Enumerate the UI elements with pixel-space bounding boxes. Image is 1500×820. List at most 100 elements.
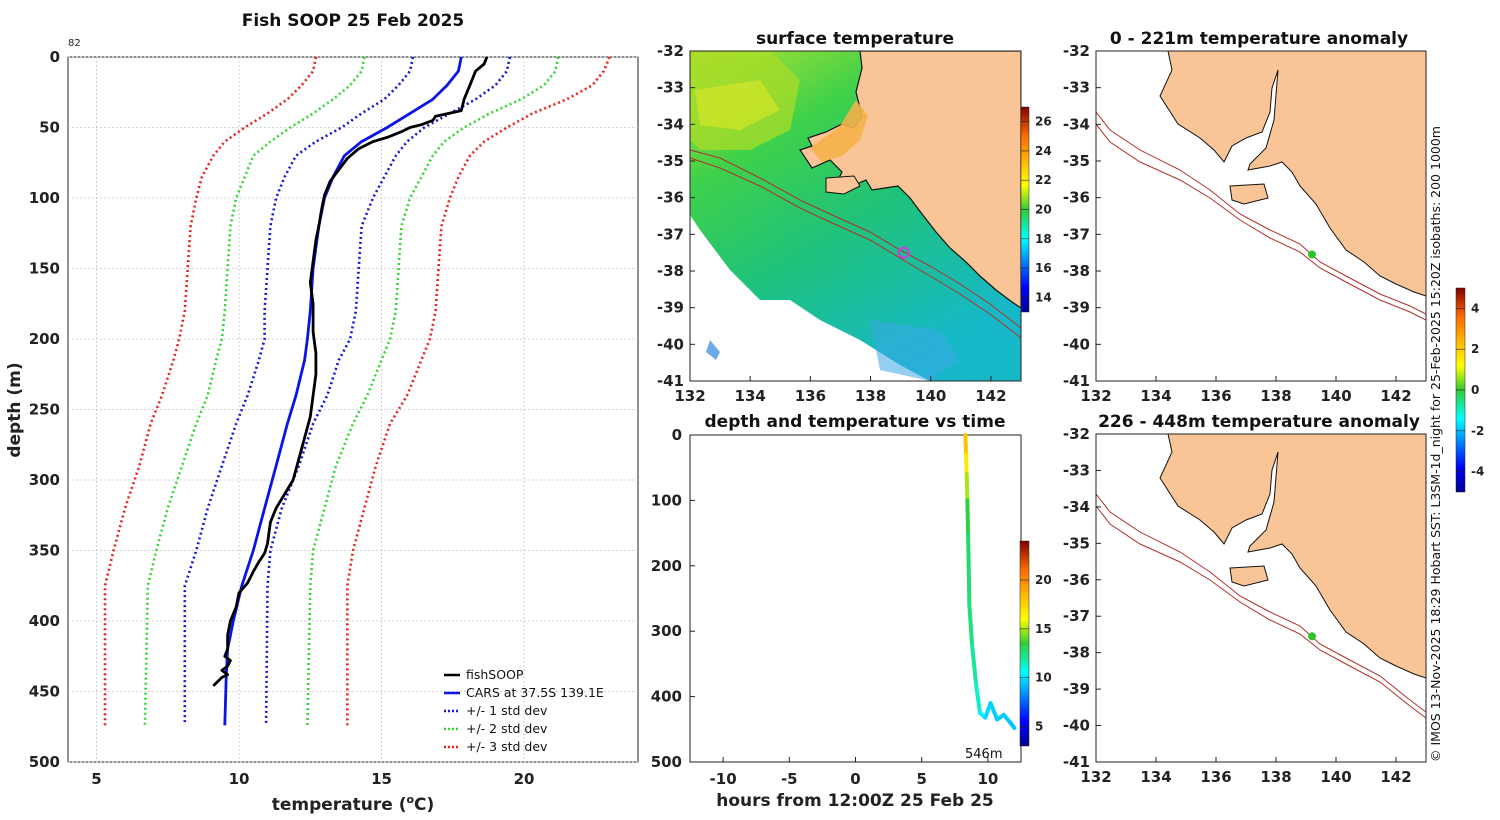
sst-ytick-label: -37: [657, 225, 684, 243]
sst-colorbar-tick-label: 20: [1035, 203, 1052, 217]
profile-xtick-label: 15: [371, 770, 392, 788]
anom-top-ytick-label: -35: [1063, 152, 1090, 170]
sst-ytick-label: -40: [657, 335, 684, 353]
dt-colorbar-tick-label: 15: [1035, 622, 1052, 636]
dt-ytick-label: 300: [651, 622, 682, 640]
anom-top-ytick-label: -34: [1063, 115, 1090, 133]
dt-trace-segment: [988, 701, 1000, 722]
profile-ylabel: depth (m): [5, 362, 25, 457]
xlabel-end: C): [414, 795, 434, 815]
sst-colorbar-tick-label: 16: [1035, 261, 1052, 275]
dt-ytick-label: 200: [651, 557, 682, 575]
profile-series--1-std: [183, 56, 415, 726]
dt-xtick-label: 0: [850, 770, 860, 788]
anom-bottom-ytick-label: -37: [1063, 607, 1090, 625]
anom-top-isobath-200: [1096, 111, 1426, 315]
profile-ytick-label: 0: [50, 48, 60, 66]
anomaly-colorbar-ticks: -4 -2 0 2 4: [1456, 301, 1484, 479]
profile-legend: fishSOOP CARS at 37.5S 139.1E +/- 1 std …: [444, 667, 604, 754]
anom-bottom-ytick-label: -39: [1063, 680, 1090, 698]
anom-bottom-ytick-label: -41: [1063, 753, 1090, 771]
dt-xtick-label: -10: [710, 770, 737, 788]
dt-trace-segment: [970, 642, 978, 686]
sst-kangaroo-island: [825, 175, 861, 195]
anom-bottom-xtick-label: 138: [1260, 768, 1291, 786]
sst-title: surface temperature: [756, 29, 954, 49]
sst-colorbar-tick-label: 18: [1035, 232, 1052, 246]
anom-top-ytick-label: -37: [1063, 225, 1090, 243]
anomaly-colorbar-tick-label: -4: [1471, 465, 1484, 479]
dt-ytick-label: 500: [651, 753, 682, 771]
sst-ytick-label: -36: [657, 189, 684, 207]
legend-std2: +/- 2 std dev: [466, 721, 548, 736]
sst-xtick-label: 142: [975, 387, 1006, 405]
anomaly-bottom-map: 132 134 136 138 140 142 -32 -33 -34 -35 -36 -37 -38 -…: [1063, 287, 1484, 786]
profile-ytick-label: 100: [29, 189, 60, 207]
anom-top-ytick-label: -32: [1063, 42, 1090, 60]
sst-ytick-label: -35: [657, 152, 684, 170]
anom-bottom-ytick-label: -33: [1063, 461, 1090, 479]
xlabel-main: temperature (: [272, 795, 407, 815]
anomaly-colorbar-tick-label: 0: [1471, 383, 1479, 397]
sst-isobath-200: [690, 149, 1021, 329]
dt-ytick-label: 0: [672, 426, 682, 444]
legend-fishsoop: fishSOOP: [466, 667, 524, 682]
sst-colorbar-ticks: 14 16 18 20 22 24 26: [1021, 115, 1052, 304]
profile-lines: [103, 56, 611, 726]
anomaly-colorbar-tick-label: 4: [1471, 301, 1479, 315]
legend-std3: +/- 3 std dev: [466, 739, 548, 754]
sst-colorbar-tick-label: 26: [1035, 115, 1052, 129]
sst-xtick-label: 134: [735, 387, 766, 405]
anom-bottom-xtick-label: 134: [1140, 768, 1171, 786]
anom-top-isobath-1000: [1096, 123, 1426, 321]
sst-xtick-label: 140: [915, 387, 946, 405]
anom-top-kangaroo-island: [1229, 183, 1269, 205]
side-caption: © IMOS 13-Nov-2025 18:29 Hobart SST: L3S…: [1428, 126, 1443, 762]
anom-bottom-ytick-label: -32: [1063, 425, 1090, 443]
legend-cars: CARS at 37.5S 139.1E: [466, 685, 604, 700]
anom-bottom-isobath-1000: [1096, 505, 1426, 719]
profile-ytick-label: 400: [29, 612, 60, 630]
xlabel-degree: o: [406, 793, 414, 806]
anom-bottom-land: [1159, 434, 1426, 679]
sst-ytick-label: -32: [657, 42, 684, 60]
dt-colorbar-tick-label: 5: [1035, 719, 1043, 733]
anom-top-land: [1159, 51, 1426, 297]
profile-ytick-label: 500: [29, 753, 60, 771]
depth-annotation: 546m: [965, 747, 1002, 762]
anom-bottom-ytick-label: -34: [1063, 498, 1090, 516]
profile-number-label: 82: [68, 38, 81, 49]
anom-bottom-ytick-label: -40: [1063, 717, 1090, 735]
profile-xlabel: temperature (oC): [272, 793, 435, 815]
anom-bottom-axes-box: [1095, 433, 1427, 763]
dt-ytick-label: 400: [651, 688, 682, 706]
sst-colorbar-tick-label: 14: [1035, 290, 1052, 304]
dt-trace-segment: [967, 603, 975, 647]
dt-trace-segment: [964, 472, 970, 503]
sst-xtick-label: 136: [795, 387, 826, 405]
anomaly-top-map: 132 134 136 138 140 142 -32 -33 -34 -35 -36 -37 -38 -…: [1063, 29, 1427, 405]
anom-top-axes-box: [1095, 50, 1427, 382]
anom-top-xtick-label: 136: [1200, 387, 1231, 405]
anom-bottom-station-marker: [1308, 632, 1316, 641]
sst-gulf-warm: [810, 100, 868, 162]
profile-series--2-std: [306, 56, 560, 726]
profile-series--3-std: [103, 56, 318, 726]
sst-colorbar-tick-label: 24: [1035, 144, 1052, 158]
sst-cool-patch: [870, 320, 960, 381]
profile-xtick-label: 20: [514, 770, 535, 788]
profile-ytick-label: 200: [29, 330, 60, 348]
anom-bottom-title: 226 - 448m temperature anomaly: [1098, 412, 1420, 432]
depth-time-axes-box: [689, 434, 1022, 763]
anom-bottom-xtick-label: 136: [1200, 768, 1231, 786]
anom-top-xtick-label: 138: [1260, 387, 1291, 405]
sst-isobath-1000: [690, 157, 1021, 339]
anom-bottom-xtick-label: 132: [1080, 768, 1111, 786]
depth-time-title: depth and temperature vs time: [705, 412, 1006, 432]
anom-top-xtick-label: 134: [1140, 387, 1171, 405]
anom-top-title: 0 - 221m temperature anomaly: [1110, 29, 1408, 49]
